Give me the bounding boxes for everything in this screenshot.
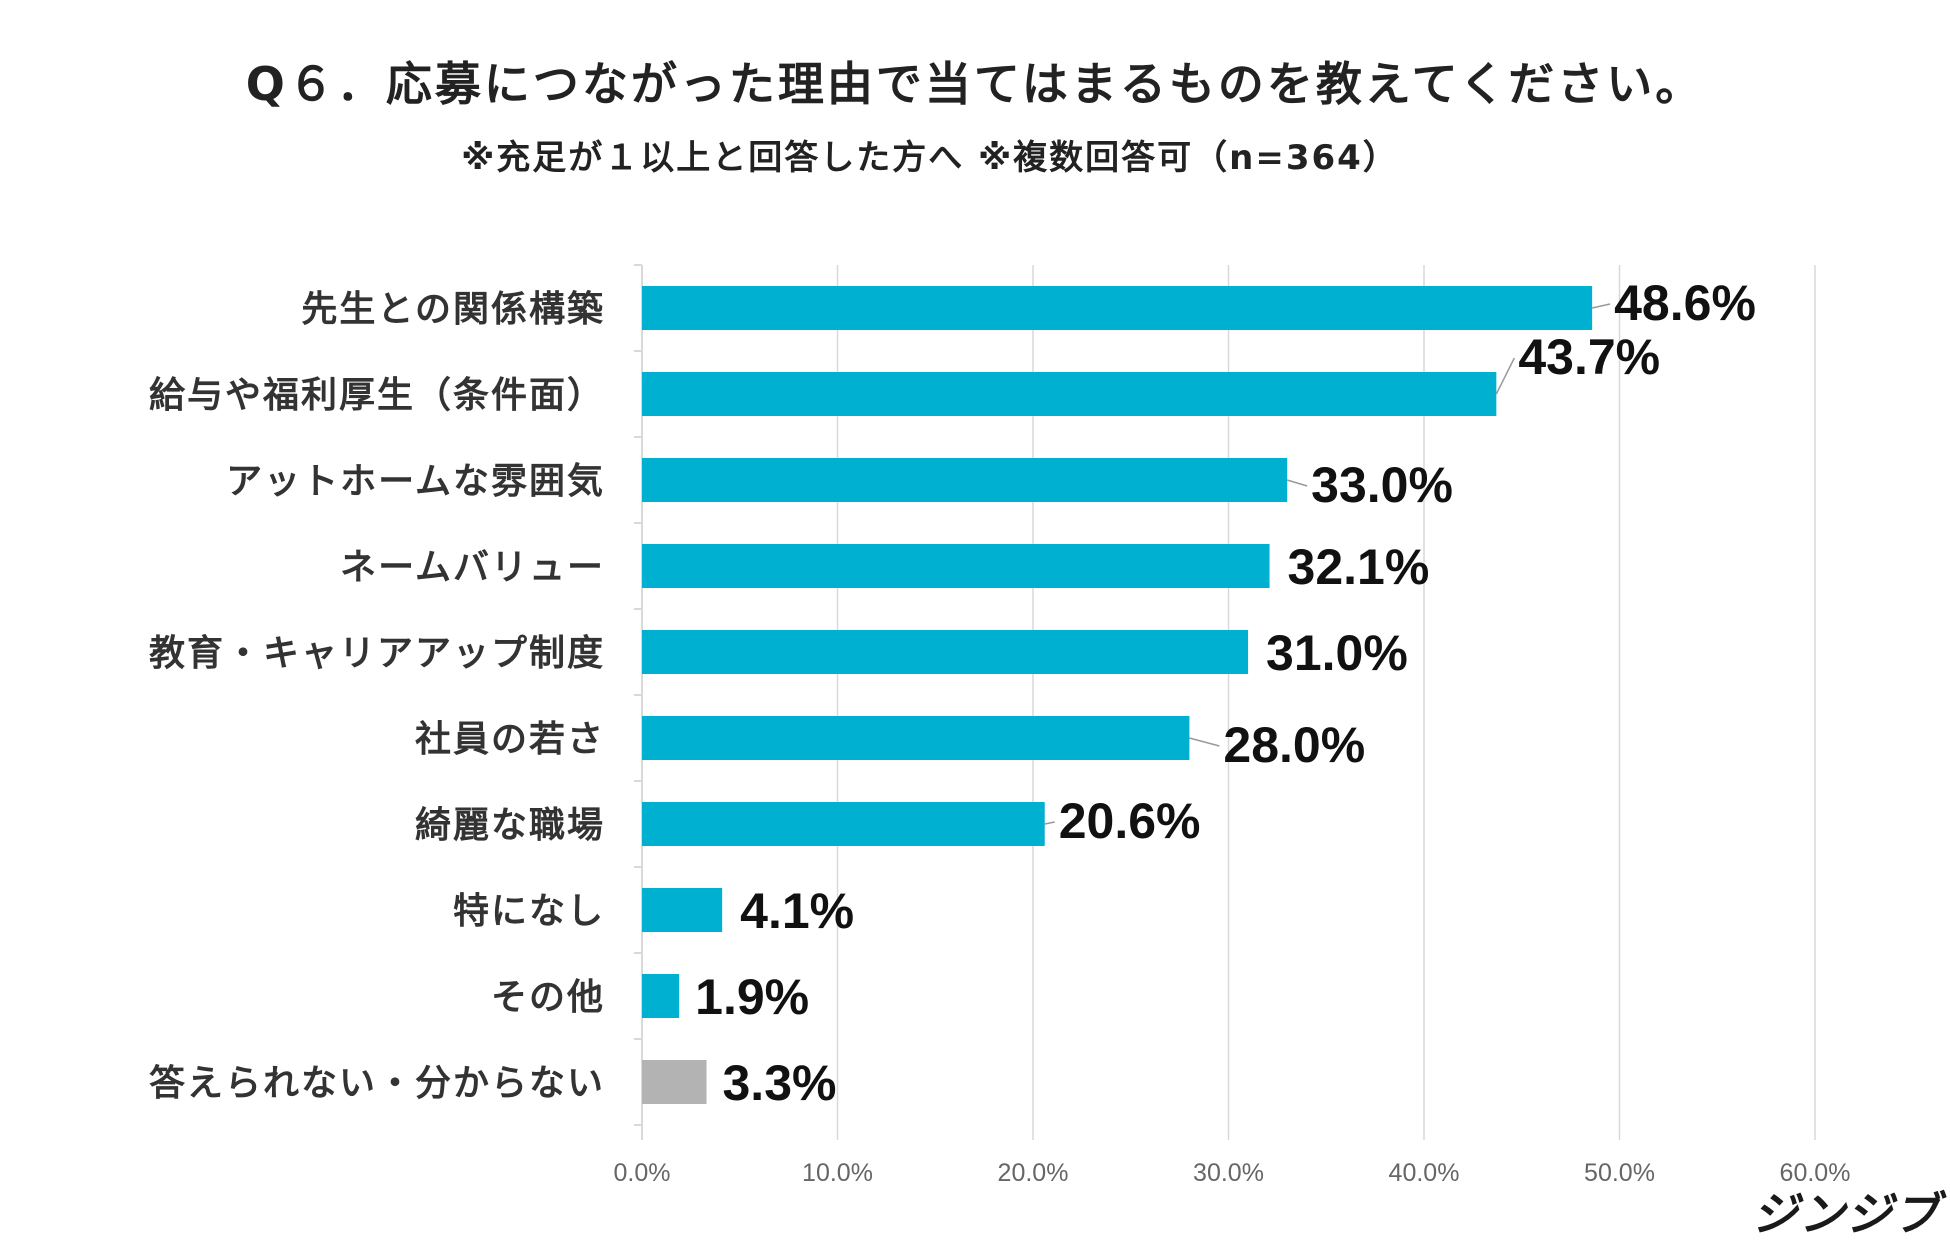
x-tick-label: 60.0% <box>1780 1159 1851 1187</box>
value-labels: 48.6%43.7% 33.0% 32.1% 31.0% 28.0% 20.6% 4.1% 1… <box>695 275 1756 1111</box>
value-label: 28.0% <box>1223 717 1365 773</box>
leader-line <box>1286 479 1308 487</box>
bar <box>642 1060 707 1104</box>
bar <box>642 630 1249 674</box>
x-tick-labels: 0.0% 10.0% 20.0% 30.0% 40.0% 50.0% 60.0% <box>614 1159 1851 1187</box>
leader-line <box>1044 821 1055 825</box>
x-tick-label: 40.0% <box>1389 1159 1460 1187</box>
x-tick-label: 10.0% <box>802 1159 873 1187</box>
category-label: 特になし <box>453 891 605 932</box>
leader-lines <box>1044 303 1611 825</box>
leader-line <box>1495 357 1516 395</box>
value-label: 48.6% <box>1614 275 1756 331</box>
category-label: その他 <box>491 977 605 1018</box>
value-label: 31.0% <box>1266 625 1408 681</box>
leader-line <box>1591 303 1611 309</box>
category-label: 先生との関係構築 <box>301 289 605 330</box>
category-label: 教育・キャリアアップ制度 <box>149 633 605 674</box>
category-label: アットホームな雰囲気 <box>226 461 605 502</box>
category-label: ネームバリュー <box>340 547 605 588</box>
value-label: 33.0% <box>1311 457 1453 513</box>
y-axis <box>634 264 643 1140</box>
bar <box>642 544 1270 588</box>
bar <box>642 716 1190 760</box>
value-label: 3.3% <box>723 1055 837 1111</box>
x-tick-label: 30.0% <box>1193 1159 1264 1187</box>
brand-logo: ジンジブ <box>1752 1187 1940 1241</box>
value-label: 32.1% <box>1288 539 1430 595</box>
bar <box>642 372 1497 416</box>
chart-title: Q６．応募につながった理由で当てはまるものを教えてください。 <box>245 57 1705 111</box>
value-label: 4.1% <box>740 883 854 939</box>
x-tick-label: 0.0% <box>614 1159 671 1187</box>
category-label: 給与や福利厚生（条件面） <box>149 375 605 416</box>
category-label: 綺麗な職場 <box>415 805 605 846</box>
category-label: 社員の若さ <box>415 719 605 760</box>
bar <box>642 974 680 1018</box>
leader-line <box>1189 737 1220 747</box>
x-tick-label: 20.0% <box>998 1159 1069 1187</box>
value-label: 43.7% <box>1518 329 1660 385</box>
value-label: 20.6% <box>1059 793 1201 849</box>
bar <box>642 888 723 932</box>
category-label: 答えられない・分からない <box>149 1063 605 1104</box>
bar <box>642 458 1288 502</box>
bar <box>642 286 1593 330</box>
x-tick-label: 50.0% <box>1584 1159 1655 1187</box>
chart-subtitle: ※充足が１以上と回答した方へ ※複数回答可（n=364） <box>461 138 1399 178</box>
bar <box>642 802 1045 846</box>
bars <box>642 286 1593 1104</box>
value-label: 1.9% <box>695 969 809 1025</box>
